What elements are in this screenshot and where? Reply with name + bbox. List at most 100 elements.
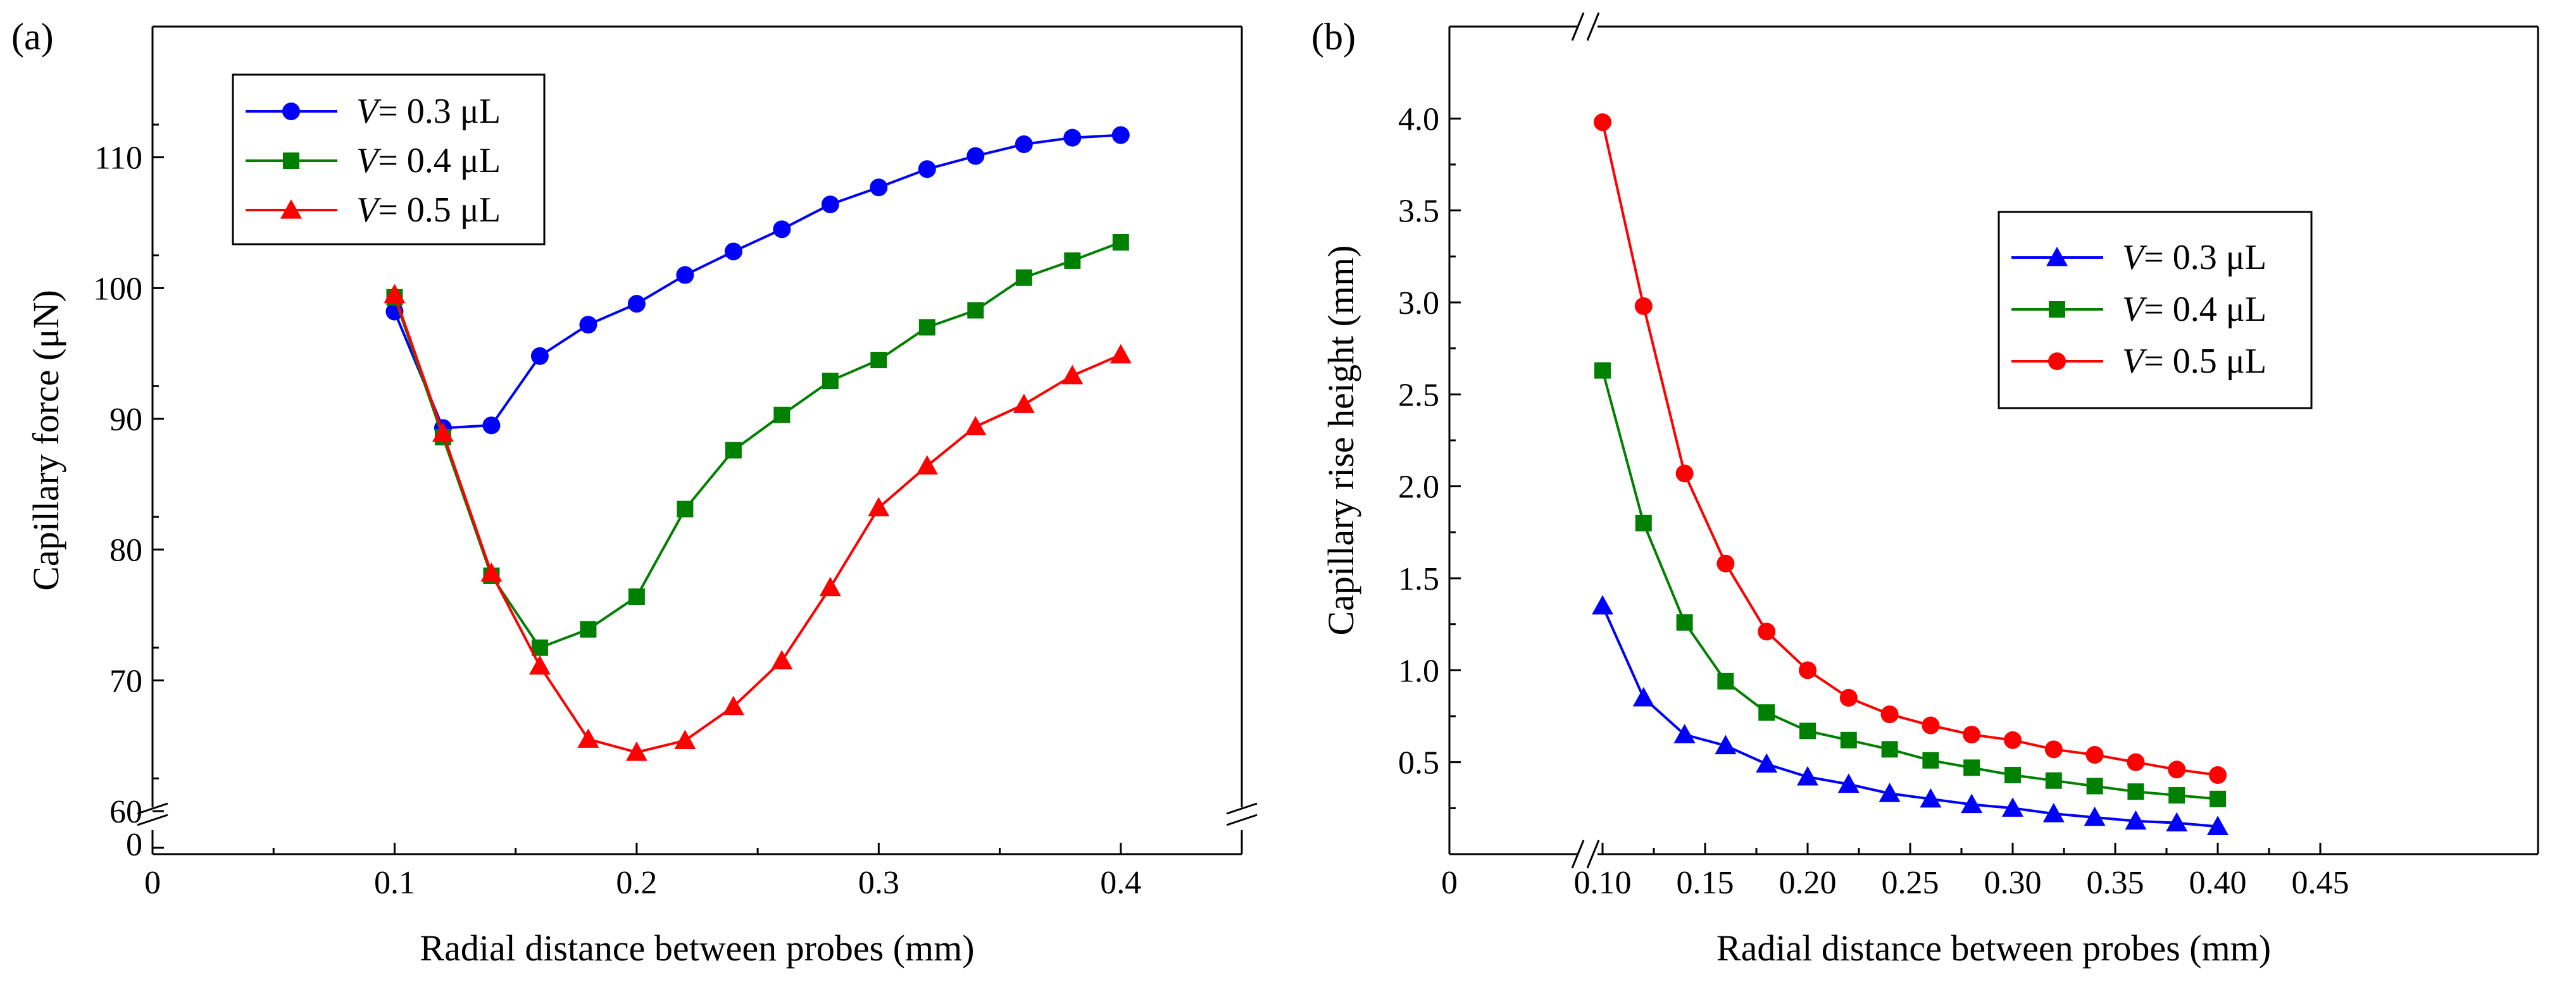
legend-value: = 0.3 μL <box>378 92 501 131</box>
y-tick-label: 3.0 <box>1398 285 1439 321</box>
data-point <box>1715 735 1737 755</box>
data-point <box>1592 595 1613 615</box>
legend-label: V= 0.4 μL <box>2122 290 2267 329</box>
data-point <box>1634 297 1653 315</box>
y-tick-label: 0.5 <box>1398 745 1439 781</box>
data-point <box>2125 810 2147 830</box>
data-point <box>722 695 744 716</box>
legend-item: V= 0.4 μL <box>2011 290 2267 329</box>
y-tick-label: 1.5 <box>1398 561 1439 597</box>
data-point <box>2166 812 2188 832</box>
data-point <box>384 283 406 304</box>
break-slash <box>1571 840 1585 869</box>
data-point <box>821 196 839 214</box>
y-tick-label: 4.0 <box>1398 101 1439 137</box>
data-point <box>1015 135 1033 153</box>
legend-label: V= 0.4 μL <box>356 141 501 180</box>
x-tick-label: 0.1 <box>374 865 415 901</box>
data-point <box>676 266 694 284</box>
x-tick-label: 0.2 <box>616 865 657 901</box>
data-point <box>725 442 742 459</box>
data-point <box>918 319 935 336</box>
data-point <box>2127 753 2145 771</box>
data-point <box>1799 661 1816 680</box>
legend-marker <box>280 199 302 219</box>
data-point <box>870 178 888 197</box>
data-point <box>1758 704 1775 721</box>
data-point <box>677 500 694 518</box>
series-line <box>1601 369 2218 800</box>
data-point <box>819 576 841 597</box>
data-point <box>2004 767 2021 784</box>
legend-marker <box>283 152 299 169</box>
data-point <box>1061 364 1084 385</box>
data-point <box>2002 797 2023 817</box>
data-point <box>2084 806 2106 826</box>
data-point <box>627 295 646 313</box>
data-point <box>2168 786 2185 804</box>
data-point <box>771 650 793 669</box>
data-point <box>1880 705 1899 724</box>
panel-b-capillary-rise-height-chart: (b) 0.5 1.0 1.5 2.0 2.5 3.0 3.5 4.0 0 0.10 0.15 0.20… <box>1311 12 2539 969</box>
legend-variable: V <box>356 92 382 131</box>
data-point <box>1594 113 1611 132</box>
panel-label: (a) <box>11 16 54 58</box>
data-point <box>1963 726 1981 744</box>
data-point <box>1110 344 1132 364</box>
data-point <box>577 728 599 748</box>
y-tick-label-zero: 0 <box>126 827 142 863</box>
y-tick-label: 2.0 <box>1398 469 1439 506</box>
axis-break-mark <box>1571 12 1600 41</box>
legend-item: V= 0.5 μL <box>246 190 501 230</box>
break-slash <box>1586 840 1600 869</box>
legend-marker <box>2048 352 2066 370</box>
panel-label: (b) <box>1311 16 1356 58</box>
break-slash <box>137 802 168 815</box>
data-point <box>1922 752 1939 769</box>
data-point <box>579 316 597 334</box>
x-tick-label-zero: 0 <box>1441 865 1458 901</box>
legend-item: V= 0.4 μL <box>246 141 501 180</box>
y-tick-label: 90 <box>109 402 142 438</box>
data-point <box>1632 686 1654 707</box>
x-axis-title: Radial distance between probes (mm) <box>420 928 974 969</box>
legend-variable: V <box>356 141 382 180</box>
series-line <box>1601 605 2218 828</box>
y-tick-label: 70 <box>109 663 142 699</box>
data-point <box>432 422 454 442</box>
data-point <box>1112 234 1129 251</box>
data-point <box>1013 394 1035 413</box>
data-point <box>916 455 938 475</box>
data-point <box>528 655 551 675</box>
data-point <box>1111 126 1130 144</box>
legend-marker <box>282 102 300 120</box>
x-tick-label: 0.35 <box>2087 865 2144 901</box>
legend-value: = 0.4 μL <box>2144 290 2267 329</box>
data-point <box>2207 816 2229 835</box>
data-point <box>1064 252 1081 269</box>
data-point <box>1837 773 1860 793</box>
series-line <box>393 241 1122 650</box>
data-point <box>2168 760 2186 779</box>
break-slash <box>1226 802 1258 815</box>
data-point <box>1673 724 1696 743</box>
data-point <box>2044 740 2063 759</box>
data-point <box>2045 772 2062 789</box>
series-v-0-4-l <box>386 234 1129 656</box>
data-point <box>965 416 987 435</box>
x-tick-label: 0.10 <box>1574 865 1632 901</box>
data-point <box>773 406 791 423</box>
legend-label: V= 0.3 μL <box>356 92 501 131</box>
y-tick-label: 1.0 <box>1398 653 1439 689</box>
legend-value: = 0.4 μL <box>378 141 501 180</box>
x-tick-label: 0.40 <box>2189 865 2247 901</box>
series-line <box>393 133 1121 430</box>
data-point <box>1675 464 1694 483</box>
data-point <box>2085 746 2104 764</box>
y-tick-label: 3.5 <box>1398 194 1439 230</box>
data-point <box>625 742 647 761</box>
series-line <box>393 294 1122 754</box>
data-point <box>2127 783 2144 800</box>
axis-break-mark <box>137 802 168 826</box>
